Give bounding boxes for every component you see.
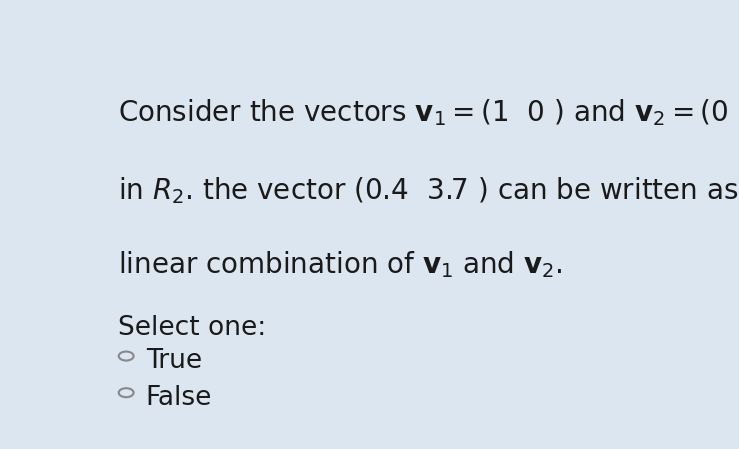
Text: Select one:: Select one: [118, 315, 266, 341]
Text: linear combination of $\mathbf{v}_{1}$ and $\mathbf{v}_{2}$.: linear combination of $\mathbf{v}_{1}$ a… [118, 249, 563, 280]
Text: True: True [146, 348, 202, 374]
Text: Consider the vectors $\mathbf{v}_{1}=( 1\ \ 0\ )$ and $\mathbf{v}_{2}=( 0\ \ 1\ : Consider the vectors $\mathbf{v}_{1}=( 1… [118, 97, 739, 128]
Text: in $R_2$. the vector $( 0.4\ \ 3.7\ )$ can be written as a: in $R_2$. the vector $( 0.4\ \ 3.7\ )$ c… [118, 176, 739, 207]
Text: False: False [146, 385, 212, 411]
